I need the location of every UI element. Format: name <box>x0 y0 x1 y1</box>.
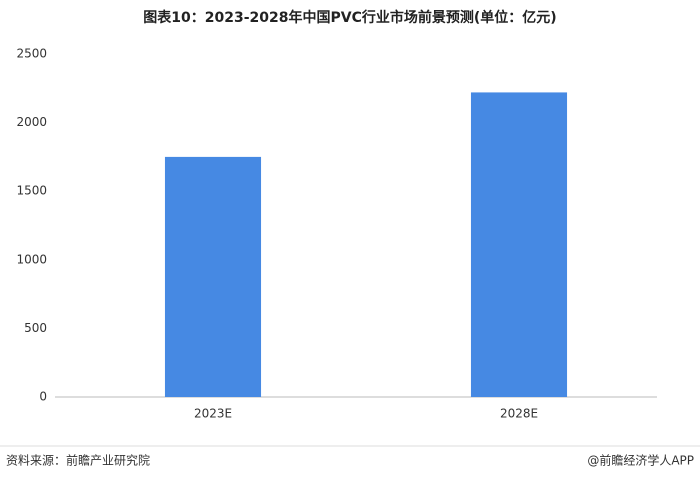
x-tick-label: 2028E <box>500 407 538 421</box>
y-tick-label: 2500 <box>16 47 47 61</box>
y-tick-label: 2000 <box>16 115 47 129</box>
y-tick-label: 1000 <box>16 252 47 266</box>
bar <box>164 156 262 397</box>
y-tick-label: 0 <box>39 390 47 404</box>
x-tick-label: 2023E <box>194 407 232 421</box>
bar <box>470 92 568 397</box>
y-tick-label: 1500 <box>16 184 47 198</box>
chart-title: 图表10：2023-2028年中国PVC行业市场前景预测(单位：亿元) <box>143 9 556 26</box>
source-note: 资料来源：前瞻产业研究院 <box>6 453 150 468</box>
y-tick-label: 500 <box>24 321 47 335</box>
brand-note: @前瞻经济学人APP <box>587 453 694 468</box>
